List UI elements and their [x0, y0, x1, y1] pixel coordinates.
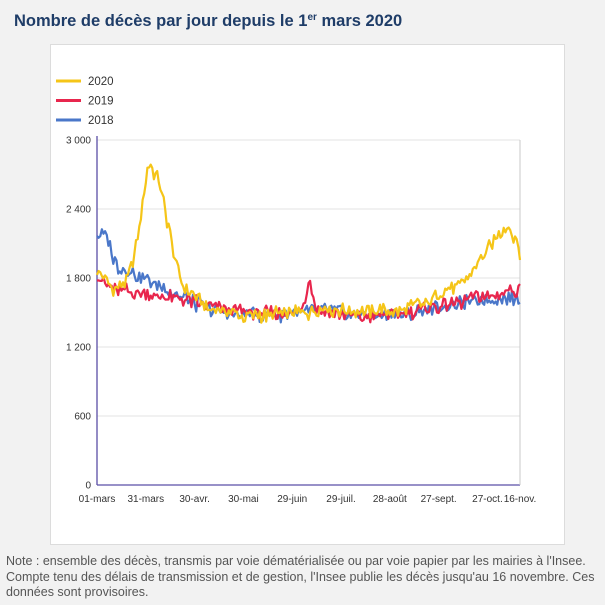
x-tick-label: 31-mars	[127, 494, 164, 505]
series-line-2019	[96, 275, 521, 324]
x-tick-label: 27-sept.	[421, 494, 457, 505]
x-tick-label: 01-mars	[79, 494, 116, 505]
legend-label-2020: 2020	[88, 76, 114, 88]
legend-label-2018: 2018	[88, 115, 114, 127]
y-tick-label: 0	[85, 481, 91, 492]
x-tick-label: 29-juin	[277, 494, 307, 505]
y-tick-label: 600	[74, 412, 91, 423]
page-title: Nombre de décès par jour depuis le 1er m…	[14, 12, 403, 30]
x-tick-label: 30-avr.	[179, 494, 210, 505]
x-tick-label: 27-oct.	[472, 494, 503, 505]
legend-label-2019: 2019	[88, 96, 114, 108]
deaths-line-chart: 0 600 1 200 1 800 2 400 3 000 01-mars 31-mars 30…	[56, 76, 537, 505]
y-tick-label: 1 200	[66, 343, 91, 354]
chart-panel: 0 600 1 200 1 800 2 400 3 000 01-mars 31-mars 30…	[50, 44, 565, 545]
y-tick-label: 1 800	[66, 274, 91, 285]
footnote: Note : ensemble des décès, transmis par …	[6, 554, 595, 599]
x-tick-label: 16-nov.	[504, 494, 537, 505]
x-tick-label: 29-juil.	[326, 494, 355, 505]
x-tick-label: 30-mai	[228, 494, 259, 505]
series-line-2018	[96, 228, 521, 324]
y-tick-label: 2 400	[66, 205, 91, 216]
series-line-2020	[95, 163, 522, 324]
y-tick-label: 3 000	[66, 136, 91, 147]
x-tick-label: 28-août	[373, 494, 407, 505]
